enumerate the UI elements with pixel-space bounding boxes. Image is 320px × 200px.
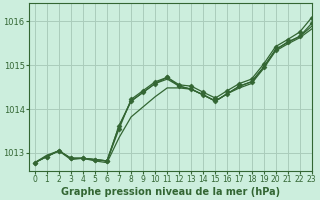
X-axis label: Graphe pression niveau de la mer (hPa): Graphe pression niveau de la mer (hPa) [61, 187, 280, 197]
